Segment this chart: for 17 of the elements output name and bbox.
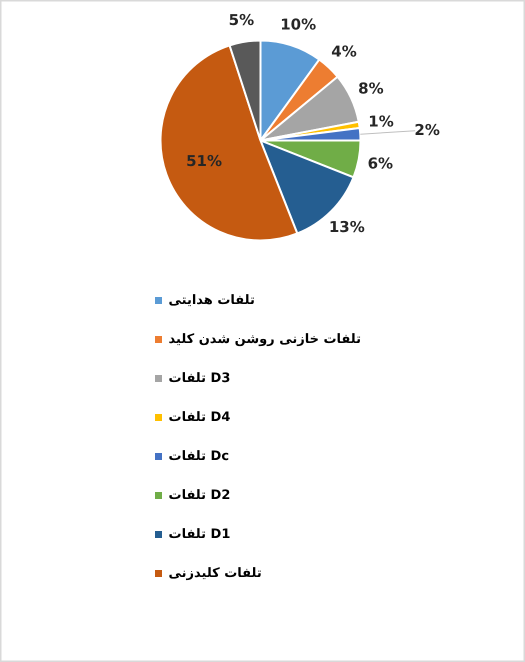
data-label: 13% (328, 218, 365, 236)
legend-label: تلفات D3 (168, 371, 230, 386)
data-label: 10% (280, 15, 316, 34)
data-label: 8% (358, 80, 384, 98)
data-label: 6% (368, 154, 394, 172)
legend-label: تلفات D1 (168, 527, 230, 542)
legend-label: تلفات خازنی روشن شدن کلید (168, 332, 361, 347)
data-label: 51% (186, 152, 222, 170)
data-label: 2% (414, 121, 440, 140)
legend-label: تلفات Dc (168, 449, 230, 464)
data-label: 4% (331, 42, 357, 61)
data-label: 1% (368, 112, 394, 130)
legend-label: تلفات هدایتی (168, 293, 255, 308)
legend-label: تلفات D4 (168, 410, 230, 425)
legend-label: تلفات D2 (168, 488, 230, 503)
legend-label: تلفات کلیدزنی (168, 566, 262, 581)
data-label: 5% (228, 11, 254, 29)
